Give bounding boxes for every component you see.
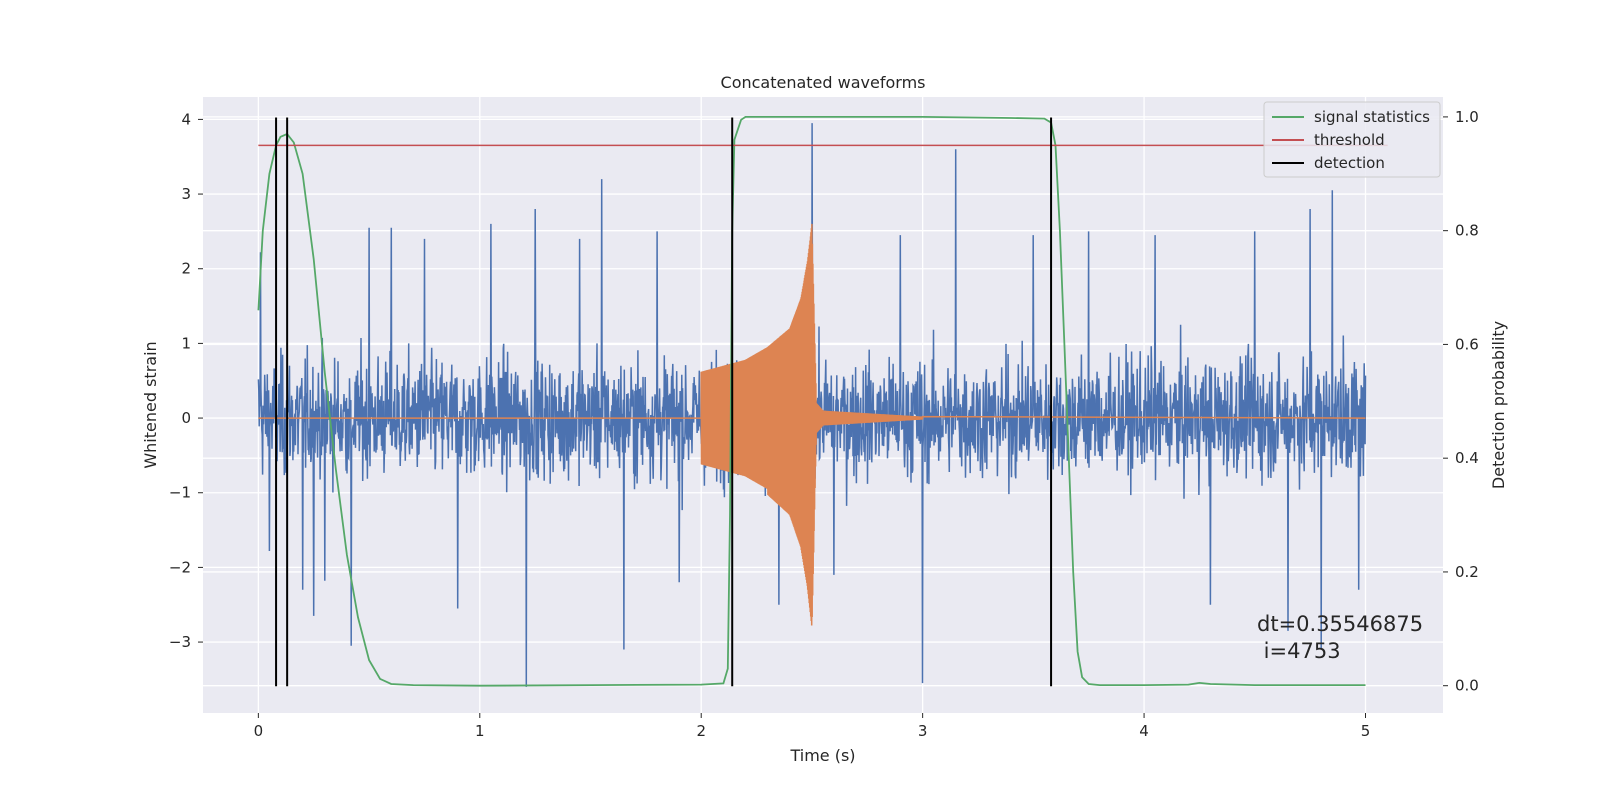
y-tick-label: 3 — [181, 185, 191, 203]
chart-title: Concatenated waveforms — [721, 73, 926, 92]
y-tick-label: −2 — [169, 558, 191, 576]
y-tick-label: −3 — [169, 633, 191, 651]
x-tick-label: 0 — [254, 722, 264, 740]
y2-tick-label: 0.0 — [1455, 677, 1479, 695]
y2-axis-label: Detection probability — [1489, 321, 1508, 489]
x-tick-label: 4 — [1139, 722, 1149, 740]
x-tick-label: 3 — [918, 722, 928, 740]
dt-annotation: dt=0.35546875 — [1257, 612, 1423, 636]
tick-labels: 0 1 2 3 4 5 −3 −2 −1 0 1 2 3 4 0.0 0.2 0.4 0.6 0.8 1.0 — [169, 108, 1479, 740]
y-tick-label: 1 — [181, 334, 191, 352]
index-annotation: i=4753 — [1257, 639, 1341, 663]
y-tick-label: 0 — [181, 409, 191, 427]
y2-tick-label: 0.6 — [1455, 335, 1479, 353]
y-axis-label: Whitened strain — [141, 341, 160, 468]
legend-label: signal statistics — [1314, 108, 1430, 126]
y2-tick-label: 0.8 — [1455, 222, 1479, 240]
series-layer — [257, 116, 1388, 687]
y2-tick-label: 0.2 — [1455, 563, 1479, 581]
legend-box — [1263, 101, 1441, 178]
legend-label: detection — [1314, 154, 1385, 172]
x-tick-label: 1 — [475, 722, 485, 740]
y-tick-label: 4 — [181, 110, 191, 128]
y2-tick-label: 1.0 — [1455, 108, 1479, 126]
legend-label: threshold — [1314, 131, 1385, 149]
y-tick-label: −1 — [169, 484, 191, 502]
x-axis-label: Time (s) — [789, 746, 855, 765]
y-tick-label: 2 — [181, 260, 191, 278]
legend: signal statistics threshold detection — [1263, 101, 1441, 178]
chirp-signal-series — [258, 223, 1366, 626]
x-tick-label: 2 — [696, 722, 706, 740]
x-tick-label: 5 — [1361, 722, 1371, 740]
y2-tick-label: 0.4 — [1455, 449, 1479, 467]
